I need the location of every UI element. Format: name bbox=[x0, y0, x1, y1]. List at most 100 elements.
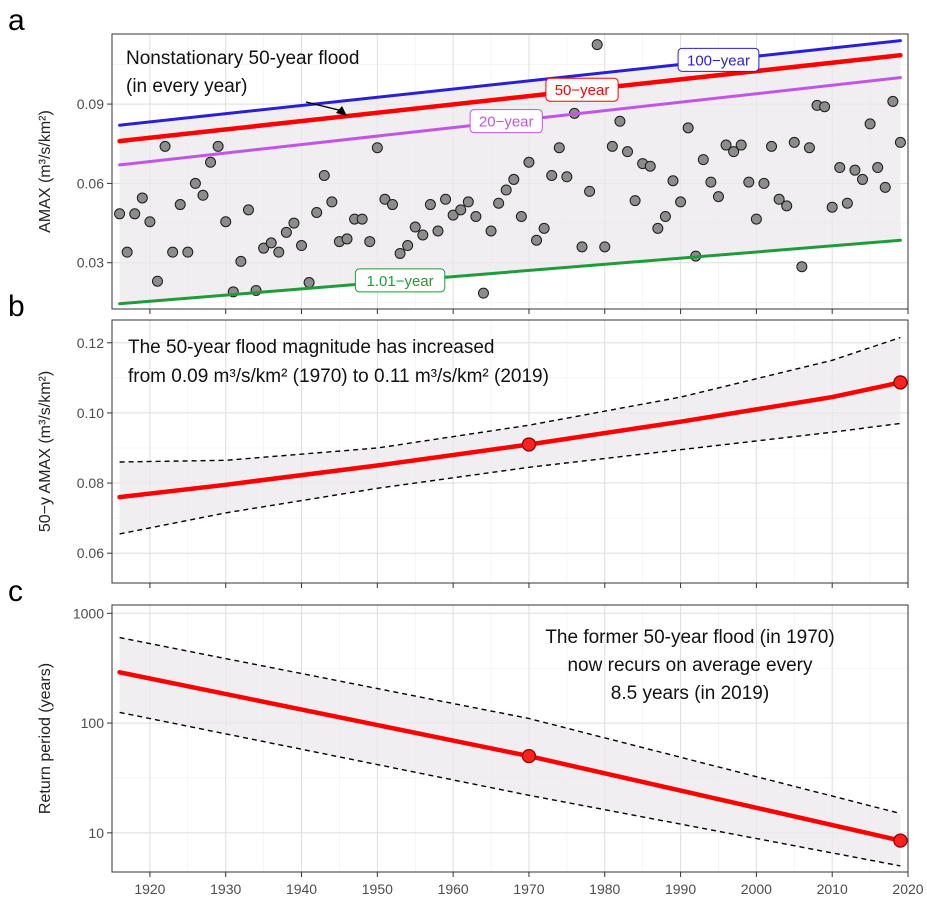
amax-point bbox=[296, 240, 308, 252]
amax-point bbox=[523, 156, 535, 168]
confidence-band bbox=[119, 337, 901, 534]
x-tick-label: 1940 bbox=[286, 881, 317, 897]
amax-point bbox=[424, 199, 436, 211]
amax-point bbox=[508, 173, 520, 185]
amax-point bbox=[720, 139, 732, 151]
annotation-text: (in every year) bbox=[126, 76, 247, 97]
amax-point bbox=[682, 122, 694, 134]
highlight-point bbox=[893, 375, 908, 390]
x-tick-label: 2020 bbox=[892, 881, 923, 897]
series-label-box bbox=[677, 47, 760, 72]
y-tick-label: 1000 bbox=[73, 605, 104, 621]
y-axis-title: 50−y AMAX (m³/s/km²) bbox=[37, 371, 54, 532]
amax-point bbox=[129, 208, 141, 220]
series-label: 1.01−year bbox=[367, 273, 434, 290]
panel-b: 0.06 0.08 0.10 0.12 50−y AMAX (m³/s/km²) b The… bbox=[8, 290, 909, 588]
amax-point bbox=[144, 216, 156, 228]
amax-point bbox=[758, 177, 770, 189]
amax-point bbox=[159, 140, 171, 152]
amax-point bbox=[356, 213, 368, 225]
amax-point bbox=[470, 210, 482, 222]
return-level-line bbox=[118, 39, 902, 127]
panel-border bbox=[111, 33, 909, 310]
amax-point bbox=[364, 236, 376, 248]
panel-a: 0.03 0.06 0.09 AMAX (m³/s/km²) a 100−year 50−y… bbox=[8, 4, 909, 314]
y-axis-title: Return period (years) bbox=[37, 663, 54, 814]
amax-point bbox=[712, 191, 724, 203]
amax-point bbox=[705, 176, 717, 188]
amax-point bbox=[864, 118, 876, 130]
x-tick-label: 1950 bbox=[362, 881, 393, 897]
amax-point bbox=[174, 199, 186, 211]
x-tick-label: 1920 bbox=[134, 881, 165, 897]
amax-point bbox=[826, 201, 838, 213]
y-tick-label: 0.06 bbox=[77, 175, 104, 191]
x-tick-label: 1930 bbox=[210, 881, 241, 897]
amax-point bbox=[857, 173, 869, 185]
amax-point bbox=[803, 142, 815, 154]
amax-point bbox=[402, 240, 414, 252]
amax-point bbox=[584, 185, 596, 197]
upper-ci-line bbox=[119, 336, 901, 463]
x-tick-label: 2010 bbox=[817, 881, 848, 897]
amax-point bbox=[220, 216, 232, 228]
amax-point bbox=[841, 197, 853, 209]
amax-point bbox=[781, 200, 793, 212]
amax-point bbox=[773, 193, 785, 205]
amax-point bbox=[485, 225, 497, 237]
lower-ci-line bbox=[119, 422, 901, 535]
amax-point bbox=[750, 213, 762, 225]
amax-point bbox=[280, 226, 292, 238]
amax-point bbox=[242, 204, 254, 216]
y-tick-label: 0.09 bbox=[77, 96, 104, 112]
y-tick-label: 0.10 bbox=[77, 405, 104, 421]
amax-point bbox=[622, 146, 634, 158]
amax-point bbox=[576, 241, 588, 253]
x-tick-label: 1980 bbox=[589, 881, 620, 897]
amax-point bbox=[561, 171, 573, 183]
series-label: 20−year bbox=[479, 114, 534, 131]
amax-point bbox=[553, 142, 565, 154]
series-label: 100−year bbox=[687, 52, 750, 69]
amax-point bbox=[205, 156, 217, 168]
highlight-point bbox=[521, 748, 537, 764]
arrow-head bbox=[336, 106, 348, 117]
amax-point bbox=[326, 196, 338, 208]
panel-c: 10 100 1000 1920 1930 1940 1950 1960 1970 1980 199… bbox=[8, 575, 924, 897]
amax-point bbox=[500, 184, 512, 196]
amax-point bbox=[182, 246, 194, 258]
amax-point bbox=[394, 247, 406, 259]
amax-point bbox=[887, 95, 899, 107]
amax-point bbox=[629, 195, 641, 207]
amax-point bbox=[546, 169, 558, 181]
y-tick-label: 0.06 bbox=[77, 545, 104, 561]
amax-point bbox=[515, 210, 527, 222]
amax-point bbox=[766, 140, 778, 152]
amax-point bbox=[341, 233, 353, 245]
annotation-text: The former 50-year flood (in 1970) bbox=[545, 627, 834, 648]
y-tick-label: 0.12 bbox=[77, 335, 104, 351]
amax-point bbox=[318, 169, 330, 181]
amax-point bbox=[440, 193, 452, 205]
arrow-shaft bbox=[305, 101, 344, 112]
annotation-text: Nonstationary 50-year flood bbox=[126, 48, 359, 69]
amax-point bbox=[409, 221, 421, 233]
amax-point bbox=[849, 164, 861, 176]
amax-point bbox=[235, 255, 247, 267]
y-tick-label: 0.08 bbox=[77, 475, 104, 491]
annotation-arrow bbox=[305, 101, 348, 117]
amax-point bbox=[493, 197, 505, 209]
return-level-line bbox=[117, 52, 903, 144]
amax-point bbox=[606, 140, 618, 152]
panel-border bbox=[111, 319, 909, 584]
panel-border bbox=[111, 604, 909, 873]
amax-point bbox=[371, 142, 383, 154]
amax-point bbox=[872, 162, 884, 174]
amax-point bbox=[788, 136, 800, 148]
highlight-point bbox=[521, 437, 537, 452]
amax-point bbox=[591, 39, 603, 51]
amax-point bbox=[538, 222, 550, 234]
annotation-text: 8.5 years (in 2019) bbox=[611, 683, 769, 704]
amax-point bbox=[599, 241, 611, 253]
